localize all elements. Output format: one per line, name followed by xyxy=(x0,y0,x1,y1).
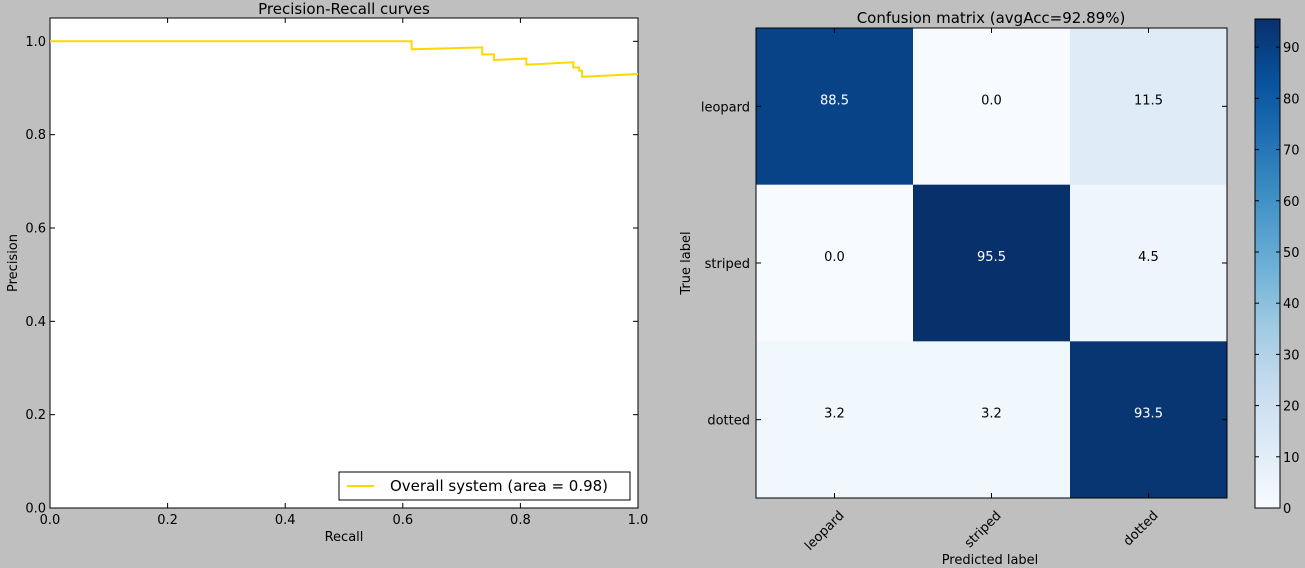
cm-cell xyxy=(913,341,1071,499)
pr-y-tick-label: 0.8 xyxy=(25,128,46,143)
colorbar-tick-label: 10 xyxy=(1283,451,1300,466)
pr-y-tick-label: 0.6 xyxy=(25,222,46,237)
cm-cell-value: 0.0 xyxy=(824,250,845,265)
colorbar-gradient xyxy=(1254,18,1281,509)
pr-chart: Precision-Recall curves Recall Precision… xyxy=(6,0,648,545)
pr-y-ticks: 0.0 0.2 0.4 0.6 0.8 1.0 xyxy=(25,35,638,517)
cm-cell xyxy=(1070,28,1228,186)
cm-cell xyxy=(756,341,914,499)
pr-y-tick-label: 1.0 xyxy=(25,35,46,50)
pr-y-axis-label: Precision xyxy=(6,234,21,292)
cm-cell-value: 93.5 xyxy=(1134,407,1163,422)
colorbar-tick-label: 60 xyxy=(1283,195,1300,210)
pr-series-group xyxy=(50,40,639,78)
cm-row-label: striped xyxy=(705,257,750,272)
cm-cell xyxy=(913,28,1071,186)
cm-cell-value: 11.5 xyxy=(1134,93,1163,108)
cm-cell xyxy=(756,184,914,342)
cm-cell-value: 88.5 xyxy=(820,93,849,108)
cm-column-label: leopard xyxy=(802,508,847,553)
pr-x-tick-label: 1.0 xyxy=(628,513,649,528)
pr-x-tick-label: 0.6 xyxy=(392,513,413,528)
cm-cell-value: 95.5 xyxy=(977,250,1006,265)
pr-x-tick-label: 0.4 xyxy=(275,513,296,528)
pr-chart-title: Precision-Recall curves xyxy=(258,0,430,18)
pr-legend-label: Overall system (area = 0.98) xyxy=(390,477,608,495)
cm-cell-value: 3.2 xyxy=(981,407,1002,422)
cm-y-axis-label: True label xyxy=(679,231,694,295)
colorbar-tick-label: 40 xyxy=(1283,297,1300,312)
pr-x-tick-label: 0.8 xyxy=(510,513,531,528)
colorbar-tick-label: 20 xyxy=(1283,400,1300,415)
pr-x-axis-label: Recall xyxy=(325,530,364,545)
pr-legend-box xyxy=(338,471,631,501)
pr-plot-area xyxy=(49,17,639,509)
pr-series-line xyxy=(50,40,639,78)
cm-cell-value: 0.0 xyxy=(981,93,1002,108)
pr-y-tick-label: 0.2 xyxy=(25,408,46,423)
cm-row-label: dotted xyxy=(707,414,750,429)
cm-cell xyxy=(1070,341,1228,499)
colorbar-tick-label: 0 xyxy=(1283,502,1291,517)
colorbar-ticks: 0 10 20 30 40 50 60 70 80 90 xyxy=(1255,41,1300,517)
colorbar: 0 10 20 30 40 50 60 70 80 90 xyxy=(1254,18,1300,517)
cm-cell xyxy=(1070,184,1228,342)
pr-y-tick-label: 0.4 xyxy=(25,315,46,330)
pr-x-tick-label: 0.0 xyxy=(40,513,61,528)
cm-x-axis-label: Predicted label xyxy=(942,553,1039,568)
cm-column-label: dotted xyxy=(1121,508,1162,549)
cm-column-label: striped xyxy=(962,508,1005,551)
colorbar-tick-label: 70 xyxy=(1283,144,1300,159)
cm-cells: 88.5 0.0 11.5 0.0 95.5 4.5 3.2 3.2 93.5 xyxy=(756,28,1228,499)
pr-y-tick-label: 0.0 xyxy=(25,502,46,517)
colorbar-tick-label: 30 xyxy=(1283,348,1300,363)
cm-cell xyxy=(913,184,1071,342)
pr-legend: Overall system (area = 0.98) xyxy=(338,471,631,501)
pr-x-ticks: 0.0 0.2 0.4 0.6 0.8 1.0 xyxy=(40,18,649,528)
cm-row-label: leopard xyxy=(701,100,750,115)
colorbar-tick-label: 50 xyxy=(1283,246,1300,261)
cm-cell-value: 3.2 xyxy=(824,407,845,422)
confusion-matrix-chart: Confusion matrix (avgAcc=92.89%) 88.5 0.0… xyxy=(679,9,1300,568)
colorbar-tick-label: 80 xyxy=(1283,92,1300,107)
cm-title: Confusion matrix (avgAcc=92.89%) xyxy=(857,9,1126,27)
cm-cell xyxy=(756,28,914,186)
colorbar-tick-label: 90 xyxy=(1283,41,1300,56)
cm-cell-value: 4.5 xyxy=(1138,250,1159,265)
pr-x-tick-label: 0.2 xyxy=(157,513,178,528)
